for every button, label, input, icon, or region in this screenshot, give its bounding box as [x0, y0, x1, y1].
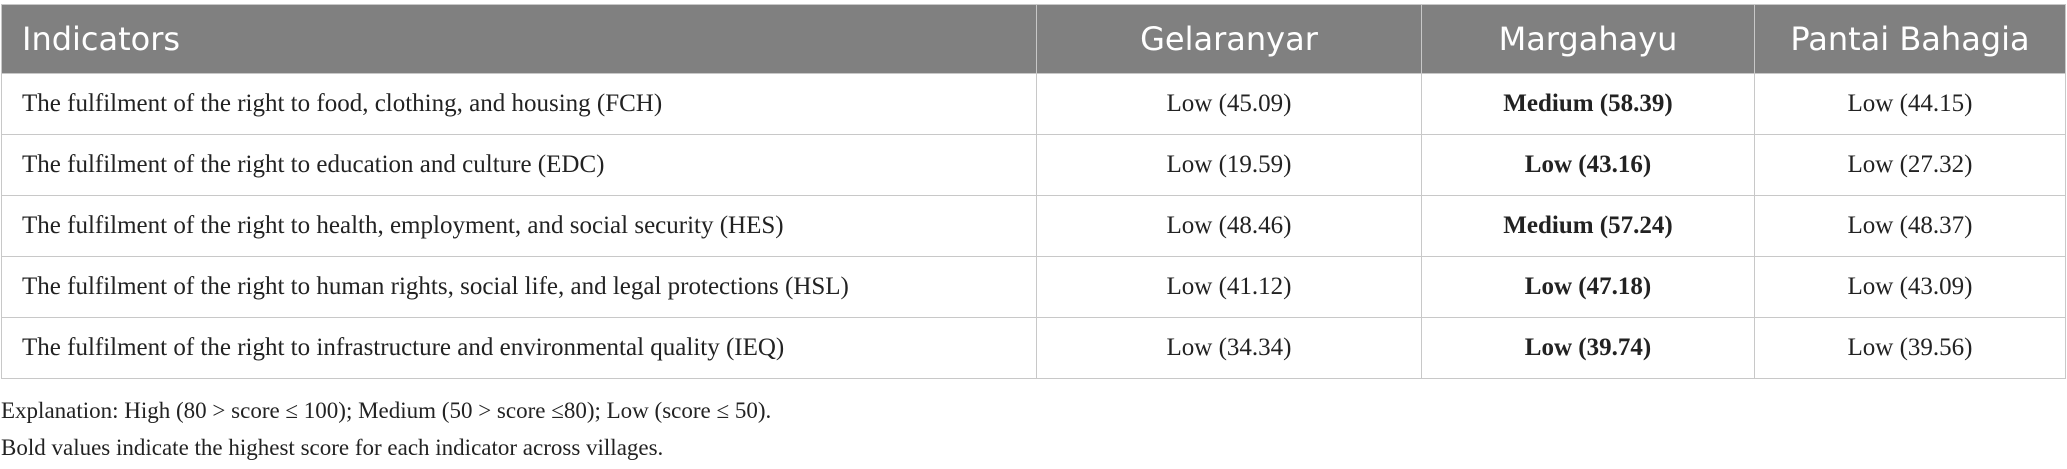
- header-cell: Indicators: [1, 4, 1037, 74]
- table-body: The fulfilment of the right to food, clo…: [1, 73, 2066, 379]
- table-cell: Medium (57.24): [1421, 195, 1755, 257]
- table-cell: Low (39.56): [1754, 317, 2066, 379]
- table-cell: Low (44.15): [1754, 73, 2066, 135]
- table-cell: Low (45.09): [1036, 73, 1422, 135]
- header-cell: Margahayu: [1421, 4, 1755, 74]
- table-cell: Low (34.34): [1036, 317, 1422, 379]
- table-cell: Low (27.32): [1754, 134, 2066, 196]
- header-row: Indicators Gelaranyar Margahayu Pantai Baha…: [1, 4, 2066, 74]
- table-cell: Low (43.09): [1754, 256, 2066, 318]
- table-cell: Low (39.74): [1421, 317, 1755, 379]
- table-cell: The fulfilment of the right to health, e…: [1, 195, 1037, 257]
- table-cell: Low (43.16): [1421, 134, 1755, 196]
- notes: Explanation: High (80 > score ≤ 100); Me…: [1, 392, 771, 466]
- note: Explanation: High (80 > score ≤ 100); Me…: [1, 398, 772, 423]
- table-row: The fulfilment of the right to health, e…: [1, 195, 2066, 257]
- table-row: The fulfilment of the right to human rig…: [1, 256, 2066, 318]
- table-cell: The fulfilment of the right to education…: [1, 134, 1037, 196]
- table-cell: Low (41.12): [1036, 256, 1422, 318]
- header-cell: Gelaranyar: [1036, 4, 1422, 74]
- table-cell: The fulfilment of the right to food, clo…: [1, 73, 1037, 135]
- header-cell: Pantai Bahagia: [1754, 4, 2066, 74]
- table-cell: Low (19.59): [1036, 134, 1422, 196]
- table-cell: The fulfilment of the right to human rig…: [1, 256, 1037, 318]
- table-cell: Low (48.46): [1036, 195, 1422, 257]
- table-cell: Medium (58.39): [1421, 73, 1755, 135]
- data-table: Indicators Gelaranyar Margahayu Pantai Baha…: [1, 4, 2066, 379]
- table-cell: Low (48.37): [1754, 195, 2066, 257]
- table-row: The fulfilment of the right to education…: [1, 134, 2066, 196]
- table-row: The fulfilment of the right to infrastru…: [1, 317, 2066, 379]
- note: Bold values indicate the highest score f…: [1, 435, 664, 460]
- table-row: The fulfilment of the right to food, clo…: [1, 73, 2066, 135]
- table-cell: Low (47.18): [1421, 256, 1755, 318]
- table-cell: The fulfilment of the right to infrastru…: [1, 317, 1037, 379]
